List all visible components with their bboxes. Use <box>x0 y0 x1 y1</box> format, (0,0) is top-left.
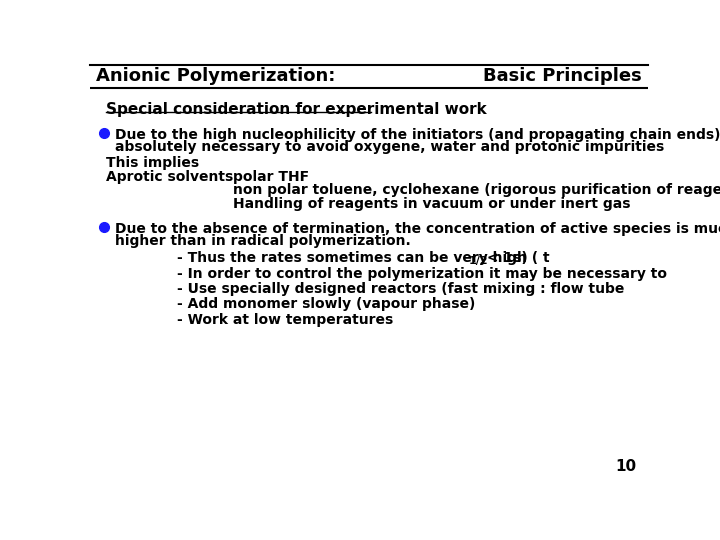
Text: - Use specially designed reactors (fast mixing : flow tube: - Use specially designed reactors (fast … <box>177 282 624 296</box>
Text: absolutely necessary to avoid oxygene, water and protonic impurities: absolutely necessary to avoid oxygene, w… <box>114 140 664 154</box>
Text: higher than in radical polymerization.: higher than in radical polymerization. <box>114 234 410 248</box>
Text: Anionic Polymerization:: Anionic Polymerization: <box>96 68 336 85</box>
Text: Due to the absence of termination, the concentration of active species is much: Due to the absence of termination, the c… <box>114 222 720 236</box>
Text: Special consideration for experimental work: Special consideration for experimental w… <box>106 102 486 117</box>
Text: polar THF: polar THF <box>233 170 310 184</box>
Text: Basic Principles: Basic Principles <box>483 68 642 85</box>
Text: Due to the high nucleophilicity of the initiators (and propagating chain ends) i: Due to the high nucleophilicity of the i… <box>114 128 720 142</box>
Text: 10: 10 <box>616 460 636 475</box>
Text: - Add monomer slowly (vapour phase): - Add monomer slowly (vapour phase) <box>177 298 475 312</box>
Text: - Thus the rates sometimes can be very high ( t: - Thus the rates sometimes can be very h… <box>177 251 554 265</box>
Text: - In order to control the polymerization it may be necessary to: - In order to control the polymerization… <box>177 267 667 281</box>
Text: < 1s): < 1s) <box>482 251 528 265</box>
Text: non polar toluene, cyclohexane (rigorous purification of reagents: non polar toluene, cyclohexane (rigorous… <box>233 184 720 198</box>
Text: 1/2: 1/2 <box>468 256 488 266</box>
Text: - Work at low temperatures: - Work at low temperatures <box>177 313 393 327</box>
Text: Handling of reagents in vacuum or under inert gas: Handling of reagents in vacuum or under … <box>233 197 631 211</box>
Text: Aprotic solvents: Aprotic solvents <box>106 170 233 184</box>
Text: This implies: This implies <box>106 156 199 170</box>
